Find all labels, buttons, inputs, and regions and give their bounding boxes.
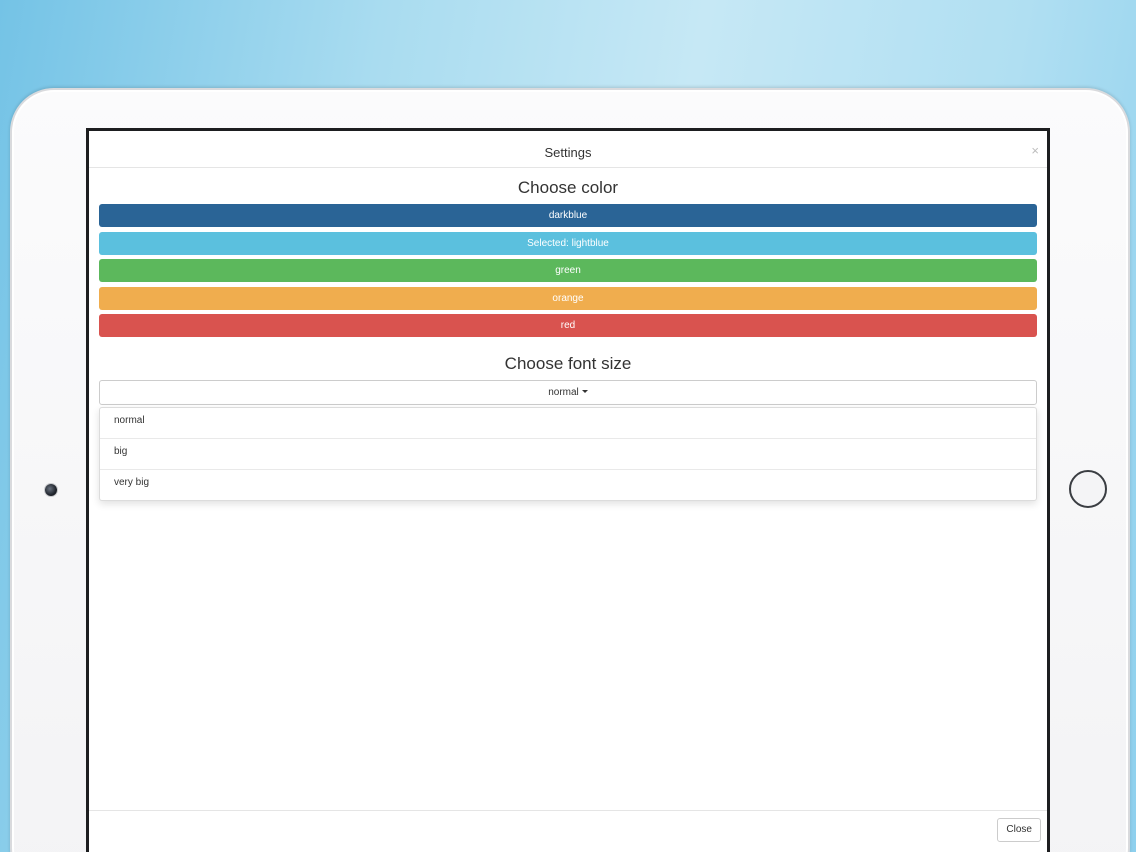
choose-font-size-heading: Choose font size <box>504 353 632 373</box>
font-size-option-very-big[interactable]: very big <box>114 476 150 488</box>
close-icon[interactable]: × <box>1031 143 1039 158</box>
color-option-darkblue[interactable]: darkblue <box>99 204 1037 227</box>
caret-down-icon <box>581 390 588 394</box>
choose-color-heading: Choose color <box>517 178 619 197</box>
font-size-dropdown-toggle[interactable]: normal <box>99 379 1037 405</box>
font-size-option-big[interactable]: big <box>100 439 1036 470</box>
modal-footer: Close <box>89 810 1047 852</box>
camera-icon <box>45 484 57 496</box>
font-size-dropdown-menu: normal big very big <box>99 406 1037 501</box>
settings-modal: Settings × Choose color darkblue Selecte… <box>86 128 1050 852</box>
color-option-red[interactable]: red <box>99 314 1037 337</box>
font-size-selected-value: normal <box>548 386 579 398</box>
font-size-dropdown: normal normal big very big <box>89 379 1047 501</box>
modal-title: Settings <box>544 145 592 160</box>
modal-header: Settings × <box>89 131 1047 168</box>
color-option-orange[interactable]: orange <box>99 286 1037 310</box>
close-button[interactable]: Close <box>997 818 1041 842</box>
color-options: darkblue Selected: lightblue green orang… <box>89 204 1047 337</box>
font-size-option-normal[interactable]: normal <box>100 408 1036 439</box>
color-option-green[interactable]: green <box>99 259 1037 282</box>
home-button[interactable] <box>1069 470 1107 508</box>
color-option-lightblue[interactable]: Selected: lightblue <box>99 231 1037 255</box>
